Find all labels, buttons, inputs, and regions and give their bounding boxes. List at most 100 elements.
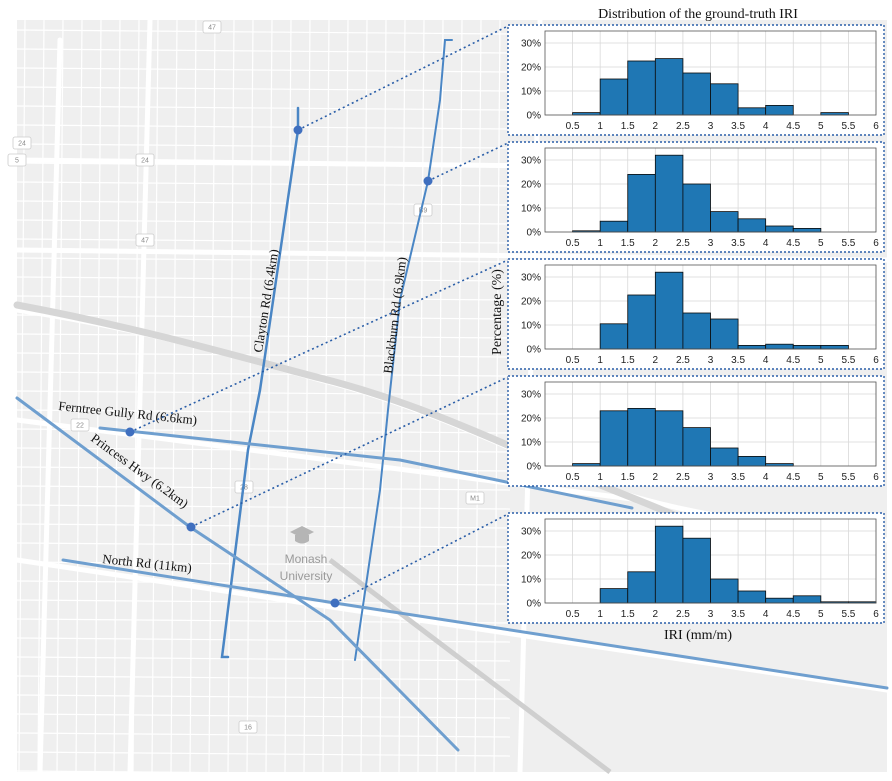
histogram-panel: 0.5 1 1.5 2 2.5 3 3.5 4 4.5 5 5.5 6 0% 10% 20% 30%: [507, 512, 885, 624]
x-tick-label: 2.5: [676, 121, 690, 132]
histogram-bar: [765, 597, 794, 604]
histogram-bar: [765, 105, 794, 116]
minor-street: [16, 656, 511, 662]
shield-badge: [465, 491, 485, 505]
x-tick-label: 3.5: [731, 609, 745, 620]
minor-street: [16, 637, 511, 643]
x-tick-label: 5: [818, 121, 824, 132]
x-tick-label: 0.5: [566, 609, 580, 620]
campus-name-line1: Monash: [285, 552, 328, 566]
minor-street: [16, 143, 511, 149]
minor-street: [341, 19, 349, 773]
road-shield: M1: [465, 491, 485, 505]
x-tick-label: 5.5: [841, 238, 855, 249]
y-tick-label: 10%: [521, 438, 541, 449]
minor-street: [284, 19, 292, 773]
shield-number: 5: [15, 158, 19, 165]
histogram-bar: [654, 410, 684, 467]
minor-street: [16, 86, 511, 92]
highway-grey: [328, 558, 612, 774]
road-shield: 5: [7, 153, 27, 167]
y-tick-label: 0%: [527, 599, 542, 610]
histogram-bar: [710, 447, 739, 467]
road-shield: 47: [202, 20, 222, 34]
minor-street: [16, 523, 511, 529]
histogram-bar: [792, 344, 822, 350]
x-tick-label: 3: [708, 238, 714, 249]
minor-street: [246, 19, 254, 773]
x-tick-label: 4: [763, 609, 769, 620]
x-tick-label: 2: [653, 121, 659, 132]
histogram-panels: 0.5 1 1.5 2 2.5 3 3.5 4 4.5 5 5.5 60%10%20%30%0.5 1 1…: [507, 24, 885, 624]
minor-street: [474, 19, 482, 773]
minor-street: [16, 580, 511, 586]
x-tick-label: 4: [763, 355, 769, 366]
histogram-panel: 0.5 1 1.5 2 2.5 3 3.5 4 4.5 5 5.5 6 0% 10% 20% 30%: [507, 375, 885, 487]
histogram-bar: [710, 578, 739, 604]
minor-street: [16, 599, 511, 605]
shield-number: 47: [208, 25, 216, 32]
histogram-panel: 0.5 1 1.5 2 2.5 3 3.5 4 4.5 5 5.5 6 0% 10% 20% 30%: [507, 24, 885, 136]
y-tick-label: 30%: [521, 273, 541, 284]
minor-street: [227, 19, 235, 773]
road-shield: 47: [135, 233, 155, 247]
x-tick-label: 6: [873, 472, 879, 483]
y-tick-label: 10%: [521, 321, 541, 332]
minor-street: [360, 19, 368, 773]
blackburn-rd-line: [354, 39, 453, 661]
minor-street: [436, 19, 444, 773]
x-tick-label: 0.5: [566, 355, 580, 366]
x-tick-label: 5: [818, 609, 824, 620]
histogram-bar: [765, 343, 794, 350]
x-tick-label: 2: [653, 609, 659, 620]
minor-street: [16, 124, 511, 130]
x-tick-label: 5: [818, 238, 824, 249]
minor-street: [417, 19, 425, 773]
minor-street: [16, 732, 511, 738]
minor-street: [16, 751, 511, 757]
survey-point-marker: [125, 427, 135, 437]
shield-badge: [70, 418, 90, 432]
minor-street: [16, 504, 511, 510]
histogram-bar: [765, 225, 794, 233]
shield-number: 24: [141, 158, 149, 165]
shield-badge: [238, 720, 258, 734]
road-shield: 24: [12, 136, 32, 150]
connector-line: [129, 259, 509, 433]
histogram-bar: [627, 173, 656, 233]
histogram-bar: [599, 410, 629, 467]
x-tick-label: 5.5: [841, 609, 855, 620]
histogram-bar: [627, 407, 656, 467]
minor-street: [189, 19, 197, 773]
ferntree-gully-rd-line: [98, 426, 634, 510]
survey-point-marker: [423, 176, 433, 186]
minor-street: [37, 19, 45, 773]
histogram-bar: [737, 455, 767, 467]
histogram-bar: [737, 590, 767, 604]
x-tick-label: 3: [708, 355, 714, 366]
x-tick-label: 4: [763, 238, 769, 249]
minor-street: [16, 29, 511, 35]
x-tick-label: 2: [653, 472, 659, 483]
x-tick-label: 4.5: [786, 355, 800, 366]
minor-street: [94, 19, 102, 773]
x-tick-label: 6: [873, 609, 879, 620]
x-tick-label: 1.5: [621, 121, 635, 132]
x-tick-label: 4.5: [786, 609, 800, 620]
y-tick-label: 0%: [527, 111, 542, 122]
y-tick-label: 0%: [527, 228, 542, 239]
minor-street: [16, 333, 511, 339]
x-tick-label: 1: [597, 609, 603, 620]
y-tick-label: 10%: [521, 87, 541, 98]
survey-point-marker: [293, 125, 303, 135]
histogram-bar: [599, 588, 629, 604]
x-tick-label: 1: [597, 121, 603, 132]
minor-street: [322, 19, 330, 773]
shield-badge: [135, 153, 155, 167]
histogram-bar: [654, 271, 684, 350]
x-tick-label: 1: [597, 355, 603, 366]
x-tick-label: 0.5: [566, 472, 580, 483]
histogram-bar: [627, 294, 656, 350]
histogram-bar: [737, 344, 767, 350]
